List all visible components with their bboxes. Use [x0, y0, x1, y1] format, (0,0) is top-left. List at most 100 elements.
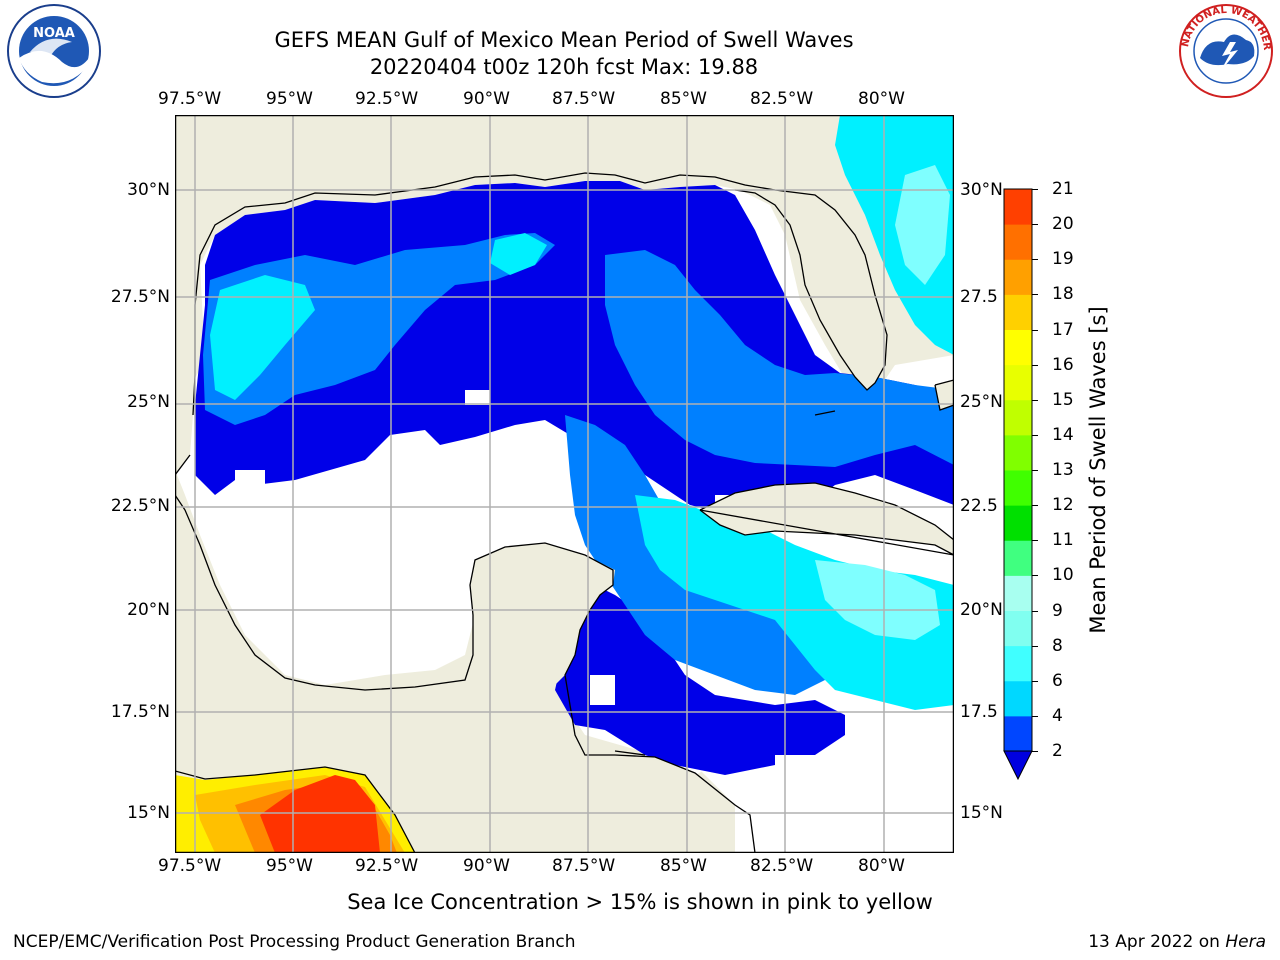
- colorbar-tick-label: 14: [1052, 424, 1074, 445]
- lat-label-right: 15°N: [960, 803, 1003, 823]
- lon-label-top: 80°W: [858, 89, 905, 109]
- lon-label-bottom: 92.5°W: [355, 856, 419, 876]
- colorbar-segment: [1004, 680, 1032, 717]
- colorbar-tick-mark: [1032, 575, 1038, 577]
- colorbar-tick-mark: [1032, 329, 1038, 331]
- lon-label-bottom: 97.5°W: [158, 856, 222, 876]
- lon-label-top: 92.5°W: [355, 89, 419, 109]
- colorbar-tick-mark: [1032, 294, 1038, 296]
- lat-label-right: 20°N: [960, 600, 1003, 620]
- swell-period-map: [174, 114, 955, 854]
- noaa-logo: NOAA: [2, 2, 106, 100]
- colorbar-segment: [1004, 470, 1032, 506]
- colorbar-tick-label: 16: [1052, 354, 1074, 375]
- colorbar-segment: [1004, 715, 1032, 752]
- colorbar-extend-triangle: [1003, 750, 1033, 781]
- map-panel: [174, 114, 955, 854]
- colorbar-tick-label: 9: [1052, 600, 1063, 621]
- lat-label-left: 17.5°N: [110, 702, 170, 722]
- lon-label-bottom: 80°W: [858, 856, 905, 876]
- colorbar-tick-mark: [1032, 259, 1038, 261]
- lat-label-left: 20°N: [127, 600, 170, 620]
- lat-label-left: 30°N: [127, 180, 170, 200]
- colorbar-tick-mark: [1032, 189, 1038, 190]
- lat-label-left: 25°N: [127, 392, 170, 412]
- gridlines: [175, 115, 954, 853]
- svg-text:NOAA: NOAA: [33, 26, 75, 41]
- colorbar-segment: [1004, 434, 1032, 471]
- lon-label-bottom: 85°W: [660, 856, 707, 876]
- colorbar-tick-label: 11: [1052, 530, 1074, 551]
- colorbar-tick-mark: [1032, 399, 1038, 401]
- chart-title: GEFS MEAN Gulf of Mexico Mean Period of …: [274, 28, 854, 52]
- colorbar-segment: [1004, 294, 1032, 330]
- lat-label-left: 15°N: [127, 803, 170, 823]
- lat-label-left: 27.5°N: [110, 287, 170, 307]
- colorbar-tick-label: 18: [1052, 284, 1074, 305]
- lon-label-bottom: 87.5°W: [552, 856, 616, 876]
- colorbar-swatches: [1003, 188, 1033, 781]
- colorbar-tick-mark: [1032, 470, 1038, 471]
- colorbar-tick-label: 17: [1052, 319, 1074, 340]
- colorbar-segment: [1004, 329, 1032, 366]
- colorbar-label-text: Mean Period of Swell Waves [s]: [1086, 306, 1110, 634]
- colorbar-tick-mark: [1032, 434, 1038, 436]
- colorbar-segment: [1004, 364, 1032, 401]
- lon-label-bottom: 95°W: [266, 856, 313, 876]
- colorbar-tick-label: 10: [1052, 565, 1074, 586]
- colorbar-tick-mark: [1032, 751, 1038, 752]
- colorbar-segment: [1004, 575, 1032, 611]
- coastlines: [174, 172, 955, 854]
- colorbar-tick-mark: [1032, 645, 1038, 647]
- lon-label-top: 95°W: [266, 89, 313, 109]
- colorbar: [1000, 185, 1050, 785]
- colorbar-tick-label: 12: [1052, 495, 1074, 516]
- colorbar-tick-mark: [1032, 680, 1038, 682]
- sea-ice-note: Sea Ice Concentration > 15% is shown in …: [347, 890, 933, 914]
- colorbar-tick-mark: [1032, 224, 1038, 226]
- colorbar-tick-mark: [1032, 610, 1038, 612]
- colorbar-tick-mark: [1032, 505, 1038, 507]
- lat-label-right: 17.5: [960, 702, 998, 722]
- lon-label-bottom: 82.5°W: [750, 856, 814, 876]
- lat-label-right: 25°N: [960, 392, 1003, 412]
- machine-text: Hera: [1225, 932, 1266, 952]
- colorbar-tick-mark: [1032, 540, 1038, 542]
- swell-6-8s: [210, 275, 315, 400]
- colorbar-segment: [1004, 540, 1032, 576]
- lat-label-right: 30°N: [960, 180, 1003, 200]
- swell-4-6s: [203, 233, 555, 425]
- colorbar-tick-label: 19: [1052, 249, 1074, 270]
- colorbar-tick-label: 4: [1052, 705, 1063, 726]
- lon-label-top: 90°W: [463, 89, 510, 109]
- lat-label-right: 27.5: [960, 287, 998, 307]
- nws-logo: NATIONAL WEATHER SERVICE: [1172, 0, 1276, 100]
- lon-label-top: 97.5°W: [158, 89, 222, 109]
- lon-label-top: 82.5°W: [750, 89, 814, 109]
- lon-label-top: 87.5°W: [552, 89, 616, 109]
- colorbar-tick-mark: [1032, 364, 1038, 366]
- lat-label-left: 22.5°N: [110, 496, 170, 516]
- lon-label-top: 85°W: [660, 89, 707, 109]
- colorbar-segment: [1004, 399, 1032, 436]
- colorbar-tick-label: 20: [1052, 214, 1074, 235]
- swell-8-9s: [815, 560, 940, 640]
- colorbar-tick-label: 13: [1052, 460, 1074, 480]
- date-text: 13 Apr 2022 on: [1088, 932, 1226, 952]
- colorbar-tick-label: 8: [1052, 635, 1063, 656]
- colorbar-segment: [1004, 645, 1032, 682]
- lat-label-right: 22.5: [960, 496, 998, 516]
- colorbar-tick-label: 15: [1052, 389, 1074, 410]
- colorbar-segment: [1004, 259, 1032, 295]
- org-footer: NCEP/EMC/Verification Post Processing Pr…: [13, 932, 576, 952]
- colorbar-tick-label: 6: [1052, 670, 1063, 691]
- date-footer: 13 Apr 2022 on Hera: [1088, 932, 1266, 952]
- colorbar-tick-mark: [1032, 715, 1038, 717]
- colorbar-segment: [1004, 505, 1032, 541]
- colorbar-tick-label: 2: [1052, 741, 1063, 761]
- colorbar-tick-label: 21: [1052, 179, 1074, 199]
- colorbar-segment: [1004, 189, 1032, 225]
- chart-subtitle: 20220404 t00z 120h fcst Max: 19.88: [369, 55, 759, 79]
- colorbar-segment: [1004, 610, 1032, 647]
- lon-label-bottom: 90°W: [463, 856, 510, 876]
